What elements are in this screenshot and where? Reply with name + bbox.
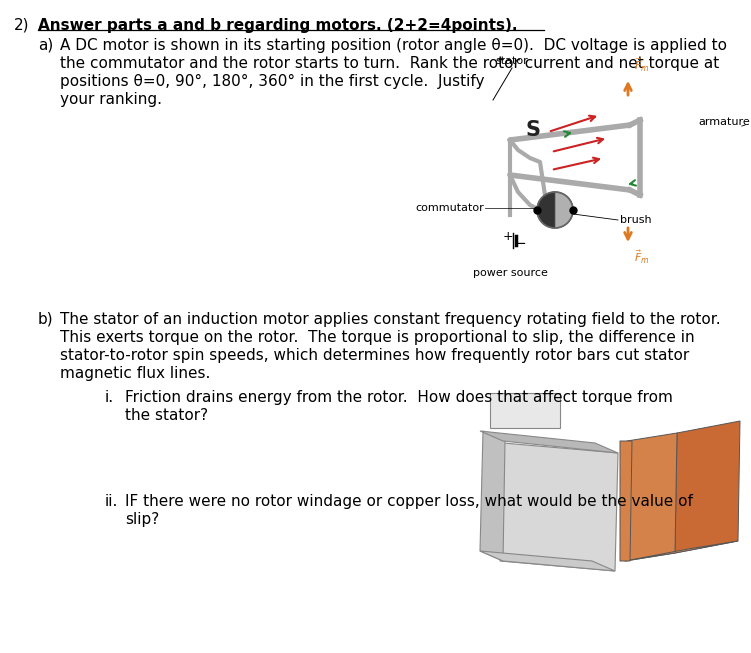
Text: brush: brush: [620, 215, 652, 225]
Text: ii.: ii.: [105, 494, 119, 509]
Polygon shape: [625, 433, 677, 561]
Text: i.: i.: [105, 390, 114, 405]
Text: +: +: [502, 231, 514, 244]
Text: Answer parts a and b regarding motors. (2+2=4points).: Answer parts a and b regarding motors. (…: [38, 18, 517, 33]
Polygon shape: [675, 421, 740, 553]
Text: $\vec{F}_m$: $\vec{F}_m$: [634, 56, 650, 74]
Text: stator-to-rotor spin speeds, which determines how frequently rotor bars cut stat: stator-to-rotor spin speeds, which deter…: [60, 348, 689, 363]
Text: IF there were no rotor windage or copper loss, what would be the value of: IF there were no rotor windage or copper…: [125, 494, 693, 509]
Text: N: N: [699, 156, 713, 174]
Polygon shape: [490, 393, 560, 428]
Polygon shape: [620, 441, 632, 561]
Text: your ranking.: your ranking.: [60, 92, 162, 107]
Text: The stator of an induction motor applies constant frequency rotating field to th: The stator of an induction motor applies…: [60, 312, 721, 327]
Text: b): b): [38, 312, 53, 327]
Wedge shape: [537, 192, 555, 228]
Text: the commutator and the rotor starts to turn.  Rank the rotor current and net tor: the commutator and the rotor starts to t…: [60, 56, 719, 71]
Polygon shape: [480, 431, 618, 453]
Text: power source: power source: [472, 268, 547, 278]
Text: 2): 2): [14, 18, 29, 33]
Text: slip?: slip?: [125, 512, 159, 527]
Circle shape: [537, 192, 573, 228]
Text: −: −: [514, 236, 526, 251]
Text: Friction drains energy from the rotor.  How does that affect torque from: Friction drains energy from the rotor. H…: [125, 390, 673, 405]
Polygon shape: [625, 541, 738, 561]
Text: $\vec{F}_m$: $\vec{F}_m$: [634, 248, 650, 266]
Polygon shape: [480, 551, 615, 571]
Text: positions θ=0, 90°, 180°, 360° in the first cycle.  Justify: positions θ=0, 90°, 180°, 360° in the fi…: [60, 74, 484, 89]
Text: A DC motor is shown in its starting position (rotor angle θ=0).  DC voltage is a: A DC motor is shown in its starting posi…: [60, 38, 727, 53]
Text: S: S: [526, 120, 541, 140]
Text: magnetic flux lines.: magnetic flux lines.: [60, 366, 210, 381]
Text: stator: stator: [496, 56, 529, 66]
Text: a): a): [38, 38, 53, 53]
Text: armature: armature: [698, 117, 750, 127]
Text: commutator: commutator: [415, 203, 484, 213]
Text: the stator?: the stator?: [125, 408, 208, 423]
Polygon shape: [500, 443, 618, 571]
Text: This exerts torque on the rotor.  The torque is proportional to slip, the differ: This exerts torque on the rotor. The tor…: [60, 330, 695, 345]
Polygon shape: [480, 431, 505, 561]
